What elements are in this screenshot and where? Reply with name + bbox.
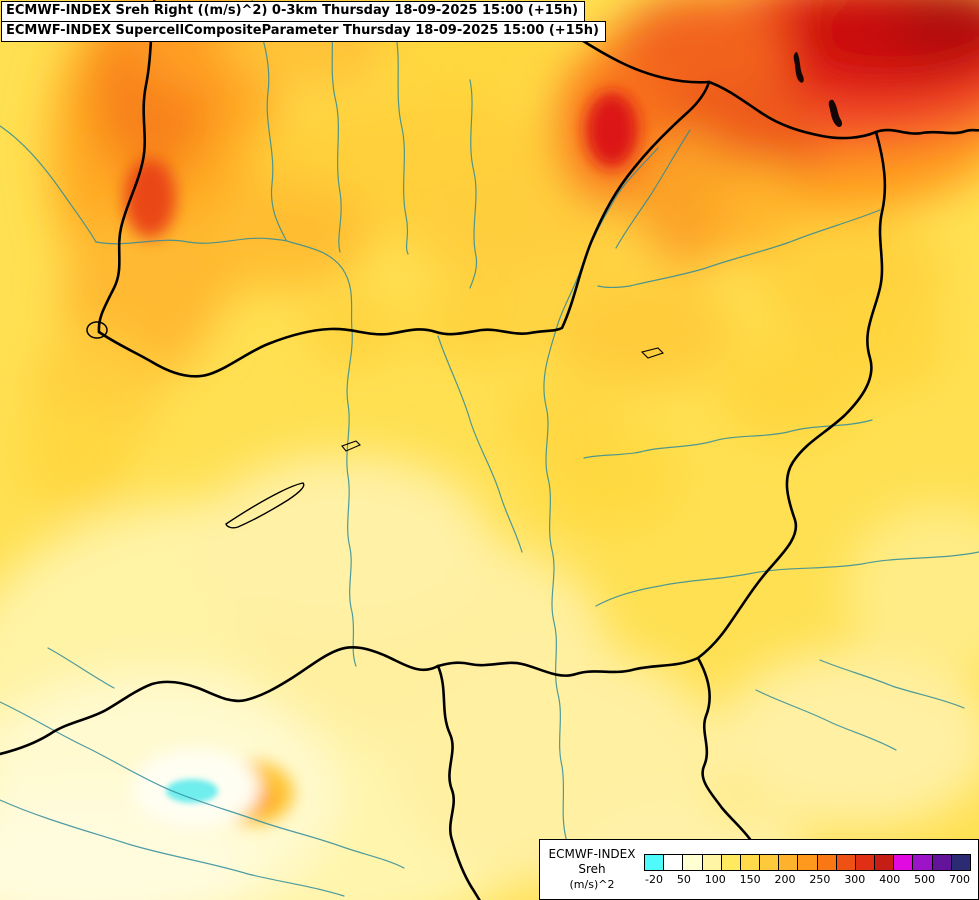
river-path — [329, 5, 342, 253]
river-path — [755, 689, 897, 751]
hotspot-blob — [586, 92, 638, 168]
legend-color-cell — [702, 854, 722, 870]
legend-tick-label: -20 — [645, 872, 663, 886]
legend-text-block: ECMWF-INDEX Sreh (m/s)^2 — [540, 847, 644, 892]
legend-color-cell — [779, 854, 799, 870]
legend-colorbar — [644, 853, 971, 871]
contour-blob — [632, 132, 744, 268]
river-path — [394, 29, 409, 255]
contour-blob — [405, 173, 635, 283]
legend-tick-label: 50 — [676, 872, 691, 886]
legend-model-label: ECMWF-INDEX — [548, 847, 636, 861]
legend-tick-label: 200 — [774, 872, 796, 886]
legend-color-cell — [645, 854, 665, 870]
river-path — [615, 129, 691, 249]
legend-color-cell — [740, 854, 761, 870]
legend-tick-label: 700 — [948, 872, 970, 886]
contour-blob — [200, 455, 490, 625]
river-path — [0, 799, 345, 897]
contour-blob — [500, 380, 620, 460]
legend-color-cell — [951, 854, 970, 870]
legend-tick-label: 300 — [844, 872, 866, 886]
contour-blob — [845, 505, 979, 675]
contour-blob — [718, 340, 862, 440]
legend-color-cell — [664, 854, 684, 870]
river-path — [0, 701, 405, 869]
river-path — [595, 551, 979, 607]
reservoir-mark — [793, 52, 804, 83]
river-path — [289, 241, 357, 667]
border-path-southeast — [696, 656, 754, 844]
contour-blob — [825, 300, 945, 390]
river-path — [819, 659, 965, 709]
river-path — [469, 79, 478, 289]
border-path-southwest — [0, 646, 440, 756]
border-path-east — [696, 130, 887, 660]
river-path — [251, 0, 287, 241]
legend-tick-label: 500 — [914, 872, 936, 886]
contour-blob — [715, 650, 979, 830]
legend-color-cell — [913, 854, 933, 870]
map-title-secondary: ECMWF-INDEX SupercellCompositeParameter … — [1, 21, 606, 42]
legend-tick-label: 100 — [704, 872, 726, 886]
lakes-layer — [86, 52, 843, 529]
river-path — [95, 237, 291, 245]
border-path-west — [97, 0, 156, 334]
legend-unit-label: (m/s)^2 — [569, 878, 615, 891]
reservoir-mark — [828, 99, 843, 128]
legend-color-cell — [721, 854, 741, 870]
legend-color-cell — [798, 854, 818, 870]
border-path-south — [436, 656, 700, 677]
lake-velence — [341, 440, 361, 452]
river-path — [583, 419, 873, 459]
legend-color-cell — [817, 854, 837, 870]
cyan-minimum-spot — [166, 779, 218, 803]
river-path — [437, 335, 523, 553]
lake-balaton — [225, 482, 305, 529]
legend-color-cell — [855, 854, 876, 870]
legend-color-cell — [894, 854, 914, 870]
legend-color-cell — [875, 854, 895, 870]
legend-tick-label: 250 — [809, 872, 831, 886]
legend-color-cell — [932, 854, 952, 870]
legend-color-cell — [760, 854, 780, 870]
legend-ticks: -20 50 100 150 200 250 300 400 500 700 — [644, 871, 971, 886]
legend: ECMWF-INDEX Sreh (m/s)^2 -20 50 100 150 200 2… — [539, 839, 979, 900]
contour-blob — [20, 400, 130, 510]
border-path-south-danube — [436, 664, 481, 900]
river-path — [47, 647, 115, 689]
legend-parameter-label: Sreh — [578, 862, 606, 876]
contour-blob — [545, 272, 735, 388]
river-path — [597, 209, 881, 289]
legend-scale: -20 50 100 150 200 250 300 400 500 700 — [644, 853, 978, 886]
legend-color-cell — [836, 854, 856, 870]
contour-blob — [200, 180, 370, 290]
title-bars: ECMWF-INDEX Sreh Right ((m/s)^2) 0-3km T… — [1, 1, 606, 42]
cyan-minimum-layer — [166, 779, 218, 803]
legend-color-cell — [683, 854, 703, 870]
contour-blob — [418, 278, 542, 362]
lake-ferto — [86, 321, 108, 339]
legend-tick-label: 400 — [879, 872, 901, 886]
legend-tick-label: 150 — [739, 872, 761, 886]
border-path-north — [97, 80, 711, 378]
contour-blob — [893, 0, 979, 60]
map-title-primary: ECMWF-INDEX Sreh Right ((m/s)^2) 0-3km T… — [1, 1, 586, 22]
river-path — [0, 125, 97, 243]
lake-tisza — [640, 347, 665, 359]
